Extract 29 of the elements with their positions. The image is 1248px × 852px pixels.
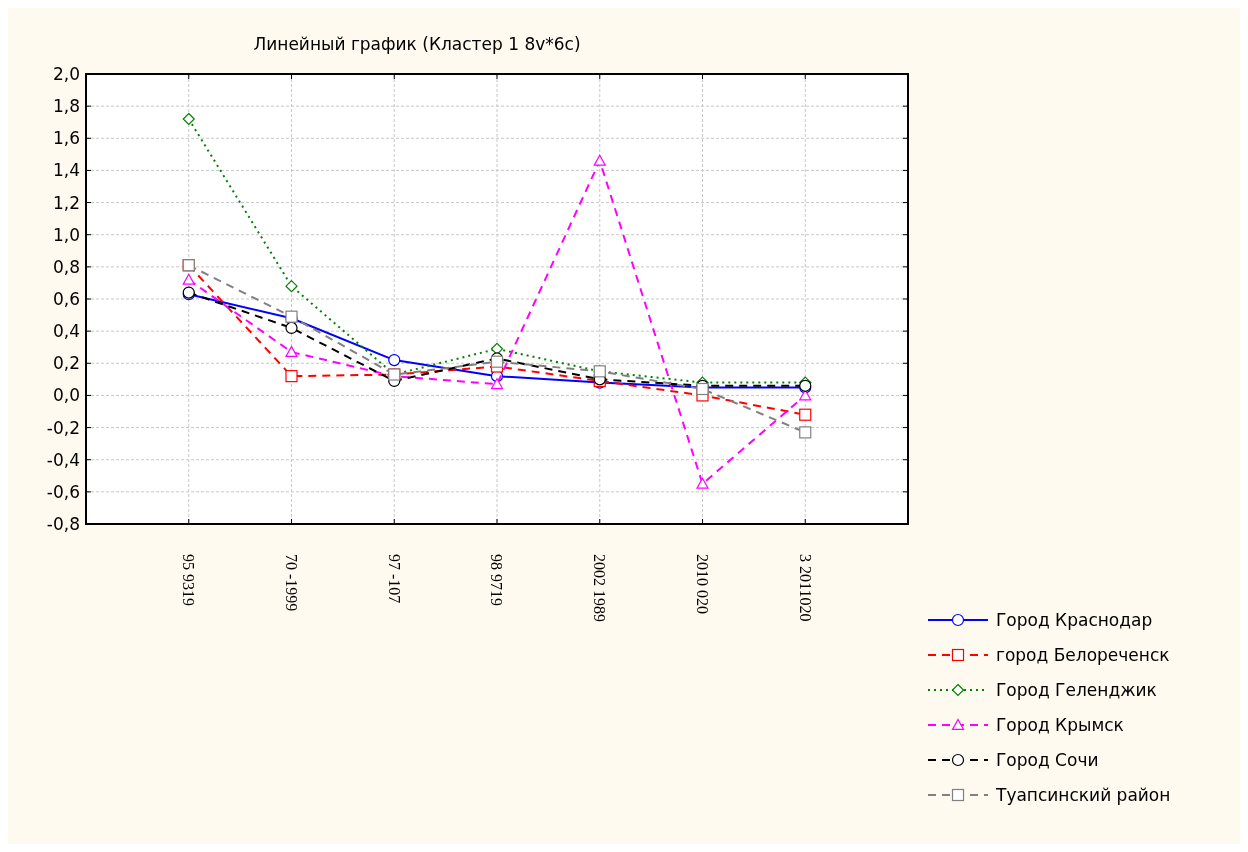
y-tick-label: 1,6 [52, 128, 80, 149]
x-tick-label: 70 -1999 [282, 554, 300, 612]
y-tick-label: -0,6 [46, 481, 80, 502]
y-tick-label: 1,4 [52, 160, 80, 181]
x-tick-label: 2010 020 [693, 554, 711, 614]
x-tick-label: 3 2011020 [796, 554, 814, 622]
y-tick-label: 1,8 [52, 96, 80, 117]
y-tick-label: -0,2 [46, 417, 80, 438]
y-tick-label: 0,0 [52, 385, 80, 406]
y-tick-label: 0,4 [52, 321, 80, 342]
y-tick-label: 1,0 [52, 224, 80, 245]
legend-label: Город Геленджик [996, 679, 1157, 700]
x-tick-label: 98 9719 [488, 554, 506, 606]
legend-label: Туапсинский район [995, 784, 1171, 805]
y-tick-label: 0,6 [52, 288, 80, 309]
y-tick-label: 1,2 [52, 192, 80, 213]
x-tick-label: 95 9319 [180, 554, 198, 606]
legend-label: Город Краснодар [996, 609, 1153, 630]
y-tick-label: -0,8 [46, 513, 80, 534]
x-tick-label: 2002 1989 [591, 554, 609, 622]
legend-label: Город Крымск [996, 714, 1124, 735]
legend-label: Город Сочи [996, 749, 1099, 770]
y-tick-label: 0,8 [52, 256, 80, 277]
y-tick-label: 0,2 [52, 353, 80, 374]
y-tick-label: -0,4 [46, 449, 80, 470]
legend-label: город Белореченск [996, 644, 1170, 665]
x-tick-label: 97 -107 [385, 554, 403, 604]
chart-title: Линейный график (Кластер 1 8v*6c) [253, 34, 581, 54]
y-tick-label: 2,0 [52, 63, 80, 84]
